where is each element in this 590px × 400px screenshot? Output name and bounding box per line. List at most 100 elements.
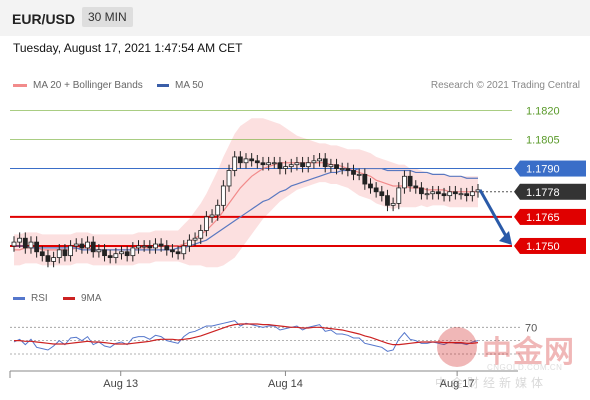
legend-ma20: MA 20 + Bollinger Bands <box>13 80 143 91</box>
candle-body <box>164 245 170 251</box>
level-label: 1.1765 <box>514 208 586 225</box>
candle-body <box>73 243 79 247</box>
candle-body <box>277 162 283 169</box>
candle <box>85 236 90 254</box>
candle-body <box>141 245 147 248</box>
candle <box>17 232 23 248</box>
candle-body <box>11 241 17 247</box>
watermark-url: CNGOLD.COM.CN <box>487 363 563 372</box>
x-tick-label: Aug 14 <box>268 378 303 390</box>
legend-rsi: RSI <box>13 293 48 304</box>
candle <box>136 240 141 254</box>
candle <box>452 185 458 200</box>
pair-label: EUR/USD <box>12 11 76 27</box>
candle-body <box>45 255 51 262</box>
candle <box>187 234 192 252</box>
candle-body <box>413 185 419 189</box>
candle <box>322 153 328 173</box>
candle-body <box>203 216 209 231</box>
candle-body <box>181 245 187 255</box>
candle <box>288 158 294 173</box>
level-label: 1.1805 <box>526 135 560 147</box>
level-label-pointer <box>514 208 520 225</box>
candle-body <box>22 237 28 249</box>
level-label-box <box>520 208 586 225</box>
legend-9ma: 9MA <box>63 293 102 304</box>
x-tick-label: Aug 17 <box>440 378 475 390</box>
candle <box>300 156 305 173</box>
level-label: 1.1778 <box>514 183 586 200</box>
legend-ma50-label: MA 50 <box>175 80 204 91</box>
legend-rsi-swatch <box>13 297 25 300</box>
candle <box>56 244 62 264</box>
candle-body <box>288 164 294 168</box>
level-label-text: 1.1820 <box>526 105 560 117</box>
candle-body <box>435 191 441 195</box>
level-label-text: 1.1778 <box>526 187 560 199</box>
candle <box>68 240 73 262</box>
candle <box>317 153 322 167</box>
candle <box>79 238 85 254</box>
candle <box>130 242 136 262</box>
candle <box>39 245 45 262</box>
candle-body <box>96 249 102 253</box>
candle <box>215 199 221 221</box>
candle-body <box>107 255 113 258</box>
level-label-text: 1.1750 <box>526 241 560 253</box>
rsi-ma-line <box>14 323 479 346</box>
legend-ma20-label: MA 20 + Bollinger Bands <box>33 80 143 91</box>
level-label: 1.1790 <box>514 160 586 177</box>
candle-body <box>311 160 317 164</box>
candle-body <box>158 243 164 247</box>
candle-body <box>34 241 40 253</box>
legend-ma20-swatch <box>13 84 27 87</box>
candle-body <box>62 249 68 257</box>
candle-body <box>464 193 470 197</box>
candle <box>311 155 317 169</box>
candle-body <box>39 251 45 257</box>
timeframe-selector[interactable]: 30 MIN <box>82 7 133 27</box>
candle <box>458 187 464 200</box>
candle-body <box>266 162 272 166</box>
legend-9ma-label: 9MA <box>81 293 102 304</box>
candle <box>175 245 181 260</box>
candle-body <box>317 158 322 162</box>
candle <box>351 164 356 181</box>
candle-body <box>209 214 215 218</box>
candle-body <box>373 187 379 193</box>
candle <box>402 170 407 194</box>
candle <box>447 185 453 202</box>
candle <box>413 180 419 194</box>
rsi-line <box>13 320 479 352</box>
candle <box>198 224 204 245</box>
candle <box>249 153 255 167</box>
candle <box>22 232 28 254</box>
legend-ma50: MA 50 <box>157 80 203 91</box>
candle <box>419 182 424 200</box>
candle <box>113 247 119 264</box>
candle <box>305 156 311 173</box>
candle <box>379 185 385 202</box>
candle <box>328 158 334 173</box>
candle <box>368 178 373 194</box>
candle <box>164 240 170 256</box>
candle-body <box>469 191 475 197</box>
candle-body <box>419 187 424 195</box>
candle-body <box>339 168 345 170</box>
level-label-text: 1.1765 <box>526 212 560 224</box>
candle <box>209 209 215 223</box>
candle <box>181 240 187 260</box>
candle <box>254 155 260 169</box>
watermark-main: 中金网 <box>482 335 575 370</box>
candle-body <box>68 245 73 257</box>
candle <box>45 249 51 268</box>
level-label-pointer <box>514 183 520 200</box>
candle-body <box>85 241 90 249</box>
candle-body <box>447 191 453 197</box>
candle <box>119 245 124 260</box>
candle-body <box>226 170 232 187</box>
candle <box>373 182 379 198</box>
level-label-text: 1.1805 <box>526 135 560 147</box>
candle-body <box>441 193 447 197</box>
